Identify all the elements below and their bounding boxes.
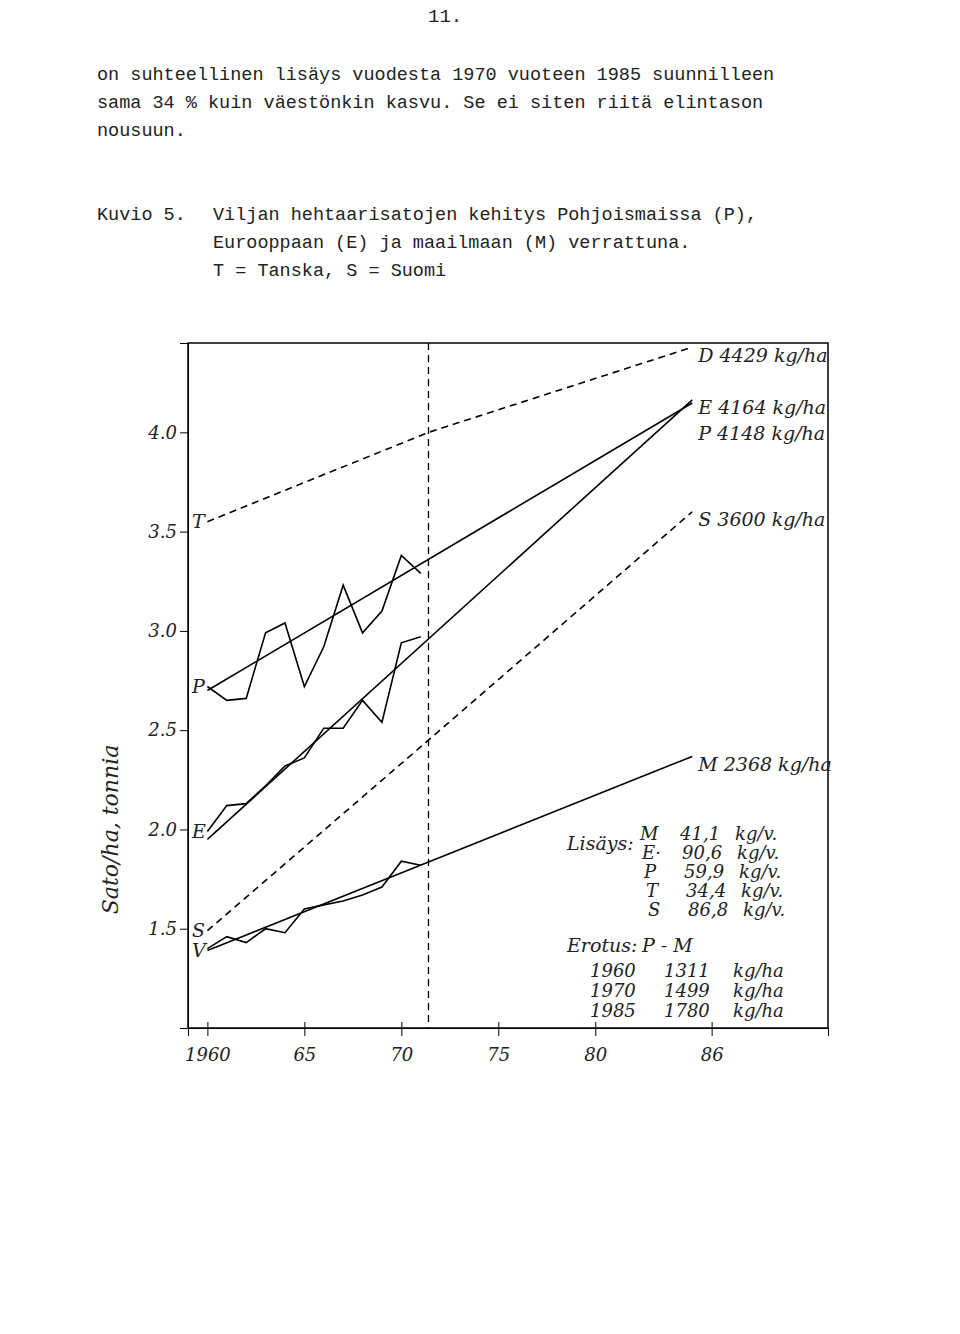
y-tick: 1.5: [148, 918, 188, 939]
increase-cell: kg/v.: [743, 899, 785, 920]
caption-label: Kuvio 5.: [97, 205, 186, 226]
difference-cell: 1970: [590, 980, 636, 1001]
series-name: T: [192, 510, 206, 532]
series-line: [207, 756, 692, 950]
page: 11. on suhteellinen lisäys vuodesta 1970 …: [0, 0, 960, 1334]
y-tick: 2.0: [147, 819, 188, 840]
increase-cell: 90,6: [682, 842, 722, 863]
y-tick-label: 3.0: [148, 620, 177, 641]
end-label: M 2368 kg/ha: [697, 753, 832, 775]
y-tick-label: 2.5: [147, 719, 177, 740]
difference-title: Erotus:: [566, 934, 637, 956]
y-tick-mark: [180, 829, 188, 830]
increase-cell: kg/v.: [741, 880, 783, 901]
x-tick: 75: [487, 1022, 510, 1065]
y-tick-mark: [180, 929, 188, 930]
x-tick-mark: [401, 1022, 402, 1036]
paragraph-line: on suhteellinen lisäys vuodesta 1970 vuo…: [97, 65, 774, 86]
end-label: S 3600 kg/ha: [698, 508, 825, 530]
plot-frame: [188, 343, 828, 1028]
series-line: [207, 347, 692, 522]
increase-cell: kg/v.: [735, 823, 777, 844]
increase-cell: 86,8: [688, 899, 728, 920]
background: [0, 0, 960, 1334]
caption-line: Viljan hehtaarisatojen kehitys Pohjoisma…: [213, 205, 757, 226]
x-tick-label: 86: [701, 1044, 724, 1065]
y-tick: 3.0: [148, 620, 188, 641]
x-tick-mark: [498, 1022, 499, 1036]
y-tick: 2.5: [147, 719, 188, 740]
difference-cell: 1311: [664, 960, 710, 981]
x-tick-label: 1960: [185, 1044, 231, 1065]
y-tick-mark: [180, 730, 188, 731]
x-tick: 80: [584, 1022, 607, 1065]
difference-cell: 1499: [664, 980, 710, 1001]
difference-cell: 1985: [590, 1000, 636, 1021]
y-tick-mark: [180, 631, 188, 632]
difference-header: P - M: [641, 934, 693, 956]
difference-cell: 1780: [664, 1000, 710, 1021]
increase-cell: 59,9: [684, 861, 724, 882]
y-axis-title: Sato/ha, tonnia: [98, 745, 123, 915]
caption-line: T = Tanska, S = Suomi: [213, 261, 446, 282]
x-tick-label: 70: [390, 1044, 413, 1065]
series-line: [207, 403, 692, 691]
y-tick-mark: [180, 432, 188, 433]
y-tick-label: 3.5: [148, 521, 177, 542]
increase-cell: S: [648, 899, 660, 920]
increase-cell: E·: [641, 842, 661, 863]
y-axis: 1.5 2.0 2.5 3.0 3.5 4.0: [147, 344, 188, 1029]
x-tick-label: 80: [584, 1044, 607, 1065]
reference-line: [428, 343, 429, 1028]
x-tick: 1960: [185, 1022, 231, 1065]
y-tick-mark: [180, 532, 188, 533]
series-line: [207, 400, 692, 840]
x-tick-label: 75: [487, 1044, 510, 1065]
y-tick: 3.5: [148, 521, 188, 542]
y-tick: 4.0: [147, 422, 188, 443]
increase-cell: T: [646, 880, 660, 901]
x-tick: 86: [701, 1022, 724, 1065]
increase-title: Lisäys:: [566, 832, 634, 854]
y-tick-label: 2.0: [147, 819, 177, 840]
end-label: E 4164 kg/ha: [697, 396, 826, 418]
caption-line: Eurooppaan (E) ja maailmaan (M) verrattu…: [213, 233, 690, 254]
difference-cell: kg/ha: [733, 960, 784, 981]
difference-cell: 1960: [590, 960, 636, 981]
end-label: D 4429 kg/ha: [697, 344, 827, 366]
y-axis-line: [180, 344, 189, 1029]
x-axis-line: [189, 1029, 829, 1037]
x-tick: 70: [390, 1022, 413, 1065]
difference-cell: kg/ha: [733, 980, 784, 1001]
y-tick-label: 4.0: [147, 422, 177, 443]
plot-marks: [207, 343, 692, 1028]
series-name: S: [192, 919, 205, 941]
x-tick-mark: [207, 1022, 208, 1036]
series-line: [207, 637, 420, 832]
x-tick-mark: [712, 1022, 713, 1036]
difference-cell: kg/ha: [733, 1000, 784, 1021]
series-name: P: [191, 675, 206, 697]
increase-cell: kg/v.: [737, 842, 779, 863]
x-tick-label: 65: [293, 1044, 316, 1065]
end-label: P 4148 kg/ha: [697, 422, 825, 444]
series-line: [207, 512, 692, 931]
increase-cell: 41,1: [679, 823, 720, 844]
series-name: E: [191, 820, 206, 842]
x-tick-mark: [304, 1022, 305, 1036]
x-axis: 1960 65 70 75 80 86: [185, 1022, 829, 1065]
increase-cell: M: [639, 823, 659, 844]
series-line: [207, 861, 420, 948]
paragraph-line: sama 34 % kuin väestönkin kasvu. Se ei s…: [97, 93, 763, 114]
x-tick-mark: [595, 1022, 596, 1036]
page-number: 11.: [428, 6, 462, 28]
y-tick-label: 1.5: [148, 918, 177, 939]
increase-cell: P: [643, 861, 657, 882]
paragraph-line: nousuun.: [97, 121, 186, 142]
increase-cell: 34,4: [686, 880, 726, 901]
x-tick: 65: [293, 1022, 316, 1065]
series-name: V: [192, 939, 208, 961]
increase-cell: kg/v.: [739, 861, 781, 882]
